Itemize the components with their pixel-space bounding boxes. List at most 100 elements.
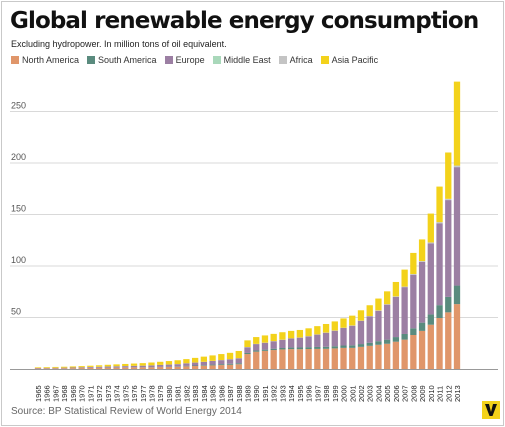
bar-segment [305, 336, 312, 348]
x-tick-label: 1992 [270, 385, 279, 402]
bar-segment [392, 341, 400, 369]
bar-segment [113, 364, 120, 367]
x-tick-label: 1985 [209, 385, 218, 402]
y-tick-label: 50 [11, 307, 21, 317]
x-tick-label: 1965 [34, 385, 43, 402]
bar-segment [61, 367, 68, 369]
x-tick-label: 1976 [130, 385, 139, 402]
x-tick-label: 1980 [165, 385, 174, 402]
x-tick-label: 1979 [156, 385, 165, 402]
bar-segment [261, 335, 269, 343]
bar-segment [122, 366, 129, 368]
bar-segment [357, 320, 365, 345]
bar-segment [410, 252, 417, 275]
bar-segment [296, 337, 304, 348]
bar-segment [261, 349, 269, 351]
bar-segment [157, 361, 164, 365]
bar-segment [253, 337, 260, 344]
bar-segment [436, 305, 443, 319]
bar-segment [322, 348, 330, 369]
legend-item: Asia Pacific [320, 55, 378, 65]
bar-segment [453, 167, 461, 286]
bar-segment [436, 186, 443, 223]
y-tick-label: 200 [11, 152, 26, 162]
bar-segment [392, 281, 400, 297]
bar-segment [375, 341, 382, 345]
bar-segment [366, 342, 373, 346]
bar-segment [244, 352, 251, 355]
bar-segment [200, 365, 208, 369]
bar-segment [366, 316, 373, 343]
bar-segment [384, 304, 391, 340]
bar-segment [279, 339, 286, 348]
bar-segment [95, 367, 103, 369]
bar-segment [436, 223, 443, 306]
bar-segment [139, 367, 146, 369]
bar-segment [296, 349, 304, 369]
bar-segment [130, 365, 138, 368]
bar-segment [191, 366, 199, 369]
bar-segment [305, 328, 312, 337]
bar-segment [366, 305, 373, 317]
bar-segment [235, 350, 242, 359]
bar-segment [148, 365, 155, 368]
legend-swatch [212, 56, 221, 64]
x-tick-label: 1982 [182, 385, 191, 402]
bar-segment [191, 365, 199, 367]
bar-segment [235, 363, 242, 365]
bar-segment [191, 362, 199, 366]
bar-segment [375, 298, 382, 311]
x-tick-label: 1997 [313, 385, 322, 402]
legend-item: Middle East [212, 55, 271, 65]
bar-segment [287, 330, 295, 339]
bar-segment [314, 334, 321, 347]
bar-segment [410, 328, 417, 336]
legend-swatch [278, 56, 287, 64]
bar-segment [410, 335, 417, 369]
bar-segment [69, 366, 77, 368]
bar-segment [148, 367, 155, 369]
bar-segment [340, 347, 347, 369]
x-tick-label: 2007 [401, 385, 410, 402]
bar-segment [157, 364, 164, 367]
bar-segment [209, 364, 216, 366]
chart-subtitle: Excluding hydropower. In million tons of… [11, 39, 227, 49]
x-tick-label: 1996 [305, 385, 314, 402]
bar-segment [401, 286, 408, 288]
x-tick-label: 2004 [374, 385, 383, 402]
bar-segment [226, 352, 234, 360]
x-tick-label: 2008 [409, 385, 418, 402]
bar-segment [174, 366, 181, 369]
y-tick-label: 150 [11, 204, 26, 214]
bar-segment [392, 296, 400, 338]
x-tick-label: 1975 [121, 385, 130, 402]
bar-segment [209, 360, 216, 365]
bar-segment [287, 338, 295, 348]
bar-segment [427, 213, 434, 243]
bar-segment [191, 357, 199, 363]
x-tick-label: 1971 [86, 385, 95, 402]
bar-segment [331, 330, 338, 347]
bar-segment [218, 354, 225, 361]
bar-segment [95, 365, 103, 367]
bar-segment [165, 366, 173, 369]
bar-segment [218, 364, 225, 366]
bar-segment [305, 347, 312, 350]
bar-segment [61, 368, 68, 369]
bar-segment [157, 367, 164, 369]
bar-segment [253, 351, 260, 369]
bar-segment [453, 165, 461, 167]
bar-segment [183, 359, 190, 364]
bar-segment [287, 349, 295, 369]
x-tick-label: 2001 [348, 385, 357, 402]
bar-segment [331, 348, 338, 369]
chart-title: Global renewable energy consumption [10, 8, 479, 34]
bar-segment [445, 296, 452, 313]
bar-segment [270, 350, 277, 369]
bar-segment [78, 367, 85, 368]
bar-segment [122, 363, 129, 367]
bar-segment [226, 364, 234, 369]
bar-segment [296, 347, 304, 350]
x-tick-label: 1989 [244, 385, 253, 402]
x-tick-label: 1983 [191, 385, 200, 402]
